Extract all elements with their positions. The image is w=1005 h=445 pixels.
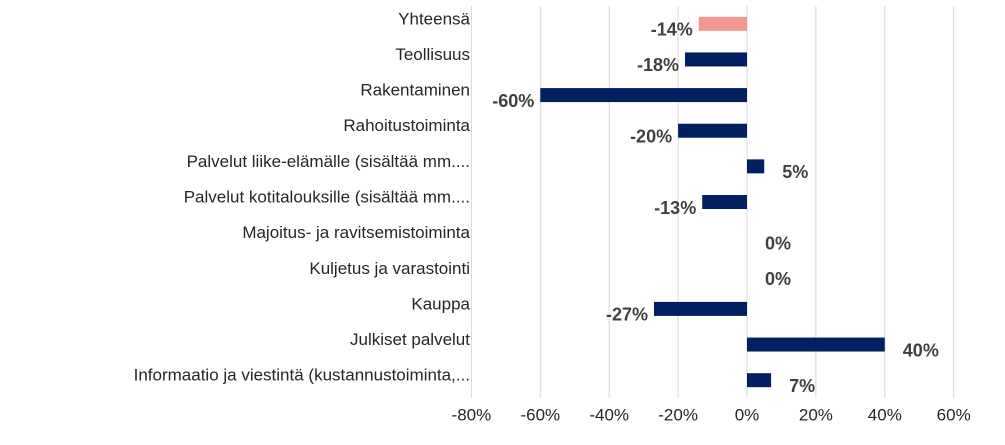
- bar: [747, 337, 885, 352]
- value-label: -13%: [654, 198, 696, 218]
- y-tick-label: Kauppa: [411, 294, 470, 313]
- y-tick-label: Palvelut liike-elämälle (sisältää mm....: [187, 152, 470, 171]
- x-tick-label: 20%: [799, 405, 833, 424]
- value-label: 7%: [789, 376, 815, 396]
- value-label: -60%: [492, 91, 534, 111]
- x-tick-label: -80%: [452, 405, 492, 424]
- bar: [747, 373, 772, 388]
- y-tick-label: Majoitus- ja ravitsemistoiminta: [242, 223, 470, 242]
- x-tick-label: -40%: [589, 405, 629, 424]
- y-tick-label: Yhteensä: [398, 9, 470, 28]
- x-tick-label: 40%: [868, 405, 902, 424]
- y-tick-label: Teollisuus: [395, 45, 470, 64]
- value-label: -14%: [651, 20, 693, 40]
- y-tick-label: Informaatio ja viestintä (kustannustoimi…: [134, 366, 470, 385]
- x-tick-label: 60%: [937, 405, 971, 424]
- value-label: 0%: [765, 233, 791, 253]
- bar: [684, 52, 747, 67]
- bar: [678, 123, 747, 138]
- value-label: 5%: [782, 162, 808, 182]
- value-label: 0%: [765, 269, 791, 289]
- bar: [653, 301, 747, 316]
- y-tick-label: Julkiset palvelut: [350, 330, 470, 349]
- bar: [747, 159, 765, 174]
- y-tick-label: Palvelut kotitalouksille (sisältää mm...…: [184, 187, 470, 206]
- y-tick-label: Kuljetus ja varastointi: [309, 259, 470, 278]
- value-label: 40%: [903, 340, 939, 360]
- x-tick-label: -20%: [658, 405, 698, 424]
- y-tick-label: Rakentaminen: [360, 81, 470, 100]
- x-tick-label: -60%: [520, 405, 560, 424]
- x-tick-label: 0%: [735, 405, 760, 424]
- value-label: -27%: [606, 305, 648, 325]
- bar: [540, 88, 747, 103]
- value-label: -20%: [630, 126, 672, 146]
- y-tick-label: Rahoitustoiminta: [343, 116, 470, 135]
- value-label: -18%: [637, 55, 679, 75]
- bar: [698, 16, 747, 31]
- bar: [702, 195, 747, 209]
